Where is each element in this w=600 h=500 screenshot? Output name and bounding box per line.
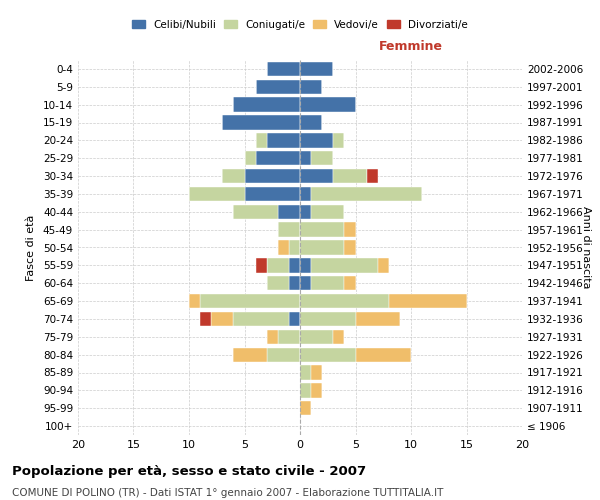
Bar [300,204,311,219]
Bar [222,116,300,130]
Bar [266,348,300,362]
Bar [233,204,278,219]
Bar [300,276,311,290]
Bar [300,187,311,201]
Legend: Celibi/Nubili, Coniugati/e, Vedovi/e, Divorziati/e: Celibi/Nubili, Coniugati/e, Vedovi/e, Di… [129,16,471,32]
Bar [289,312,300,326]
Bar [311,366,322,380]
Bar [200,312,211,326]
Bar [355,312,400,326]
Bar [300,169,334,183]
Bar [200,294,300,308]
Bar [256,151,300,166]
Bar [334,330,344,344]
Bar [266,62,300,76]
Bar [311,276,344,290]
Text: COMUNE DI POLINO (TR) - Dati ISTAT 1° gennaio 2007 - Elaborazione TUTTITALIA.IT: COMUNE DI POLINO (TR) - Dati ISTAT 1° ge… [12,488,443,498]
Bar [300,80,322,94]
Bar [311,151,334,166]
Text: Popolazione per età, sesso e stato civile - 2007: Popolazione per età, sesso e stato civil… [12,465,366,478]
Bar [378,258,389,272]
Bar [256,133,266,148]
Bar [344,240,355,254]
Bar [300,258,311,272]
Bar [211,312,233,326]
Bar [300,312,355,326]
Bar [300,401,311,415]
Bar [300,151,311,166]
Bar [300,222,344,237]
Bar [289,258,300,272]
Bar [266,330,278,344]
Bar [300,98,355,112]
Bar [289,276,300,290]
Y-axis label: Anni di nascita: Anni di nascita [581,206,590,289]
Bar [300,383,311,398]
Bar [266,276,289,290]
Bar [311,187,422,201]
Bar [300,133,334,148]
Bar [389,294,467,308]
Bar [233,312,289,326]
Bar [256,258,266,272]
Bar [278,240,289,254]
Bar [245,187,300,201]
Bar [334,133,344,148]
Bar [266,133,300,148]
Bar [344,222,355,237]
Bar [300,62,334,76]
Text: Femmine: Femmine [379,40,443,52]
Bar [300,330,334,344]
Bar [355,348,411,362]
Bar [233,98,300,112]
Bar [334,169,367,183]
Bar [256,80,300,94]
Bar [311,258,378,272]
Bar [300,294,389,308]
Bar [311,383,322,398]
Bar [344,276,355,290]
Y-axis label: Fasce di età: Fasce di età [26,214,36,280]
Bar [189,294,200,308]
Bar [300,366,311,380]
Bar [278,222,300,237]
Bar [278,204,300,219]
Bar [245,169,300,183]
Bar [367,169,378,183]
Bar [266,258,289,272]
Bar [289,240,300,254]
Bar [245,151,256,166]
Bar [300,116,322,130]
Bar [278,330,300,344]
Bar [311,204,344,219]
Bar [300,348,355,362]
Bar [223,169,245,183]
Bar [189,187,245,201]
Bar [233,348,266,362]
Bar [300,240,344,254]
